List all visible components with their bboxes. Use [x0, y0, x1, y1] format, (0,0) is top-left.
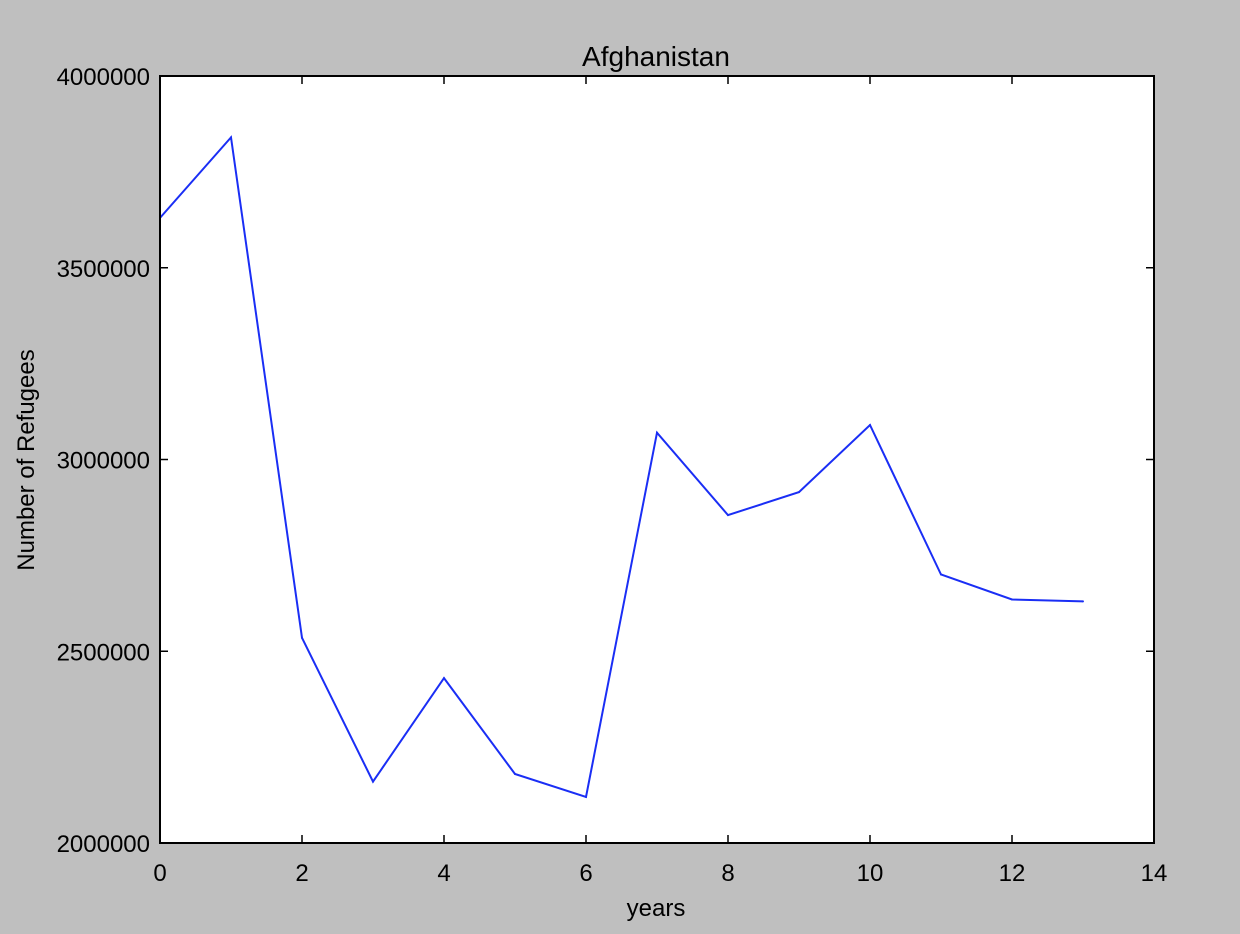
data-point	[869, 423, 871, 426]
data-point	[1082, 600, 1084, 603]
chart-title: Afghanistan	[582, 41, 730, 72]
x-axis: 0 2 4 6 8 10 12 14	[153, 860, 1167, 887]
x-tick-label: 14	[1141, 860, 1168, 887]
chart: Afghanistan 0 2 4 6 8 10 12 14 2000000 2500000 30…	[13, 41, 1167, 922]
y-tick-label: 3500000	[57, 256, 150, 283]
series-line	[159, 135, 1084, 799]
x-axis-label: years	[627, 895, 686, 922]
data-point	[798, 491, 800, 494]
series-points	[159, 136, 1084, 798]
x-tick-label: 0	[153, 860, 166, 887]
x-tick-label: 8	[721, 860, 734, 887]
y-tick-label: 2000000	[57, 831, 150, 858]
data-point	[1011, 598, 1013, 601]
data-point	[656, 431, 658, 434]
y-tick-label: 3000000	[57, 448, 150, 475]
data-point	[585, 795, 587, 798]
y-tick-label: 2500000	[57, 639, 150, 666]
x-tick-label: 2	[295, 860, 308, 887]
data-point	[372, 780, 374, 783]
x-tick-label: 4	[437, 860, 450, 887]
x-tick-label: 12	[999, 860, 1026, 887]
plot-area	[160, 76, 1154, 843]
data-point	[727, 514, 729, 517]
data-point	[443, 677, 445, 680]
x-tick-label: 6	[579, 860, 592, 887]
x-tick-label: 10	[857, 860, 884, 887]
y-tick-label: 4000000	[57, 64, 150, 91]
data-point	[940, 573, 942, 576]
data-point	[301, 636, 303, 639]
data-point	[230, 136, 232, 139]
y-axis: 2000000 2500000 3000000 3500000 4000000	[57, 64, 150, 858]
data-point	[514, 772, 516, 775]
plot-frame	[159, 75, 1155, 844]
y-axis-label: Number of Refugees	[13, 349, 40, 570]
